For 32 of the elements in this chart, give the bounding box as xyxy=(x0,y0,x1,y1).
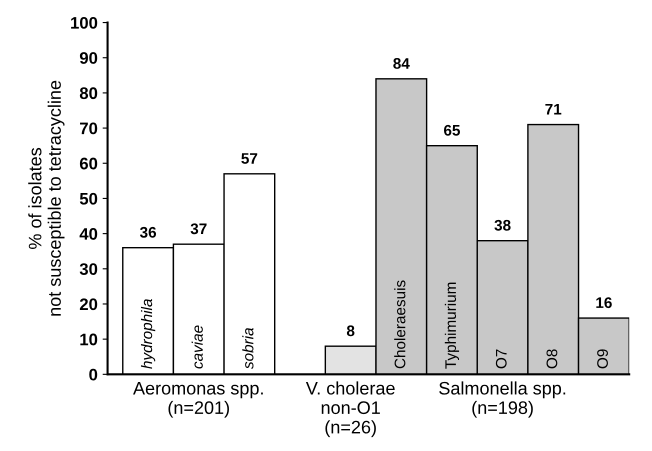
x-tick-label: O8 xyxy=(546,349,558,368)
data-label: 57 xyxy=(241,153,258,164)
y-tick-label: 80 xyxy=(80,87,98,100)
text: Aeromonas spp. (n=201) xyxy=(133,382,263,418)
y-tick-label: 30 xyxy=(80,263,98,276)
data-label: 38 xyxy=(494,220,511,231)
x-tick-label: caviae xyxy=(192,325,203,369)
text: Salmonella spp. (n=198) xyxy=(439,381,566,418)
x-tick-label: Choleraesuis xyxy=(394,280,406,368)
y-tick-label: 20 xyxy=(80,298,98,310)
y-tick-label: 90 xyxy=(80,52,98,64)
y-axis-title: % of isolates not susceptible to tetracycline xyxy=(28,80,64,316)
y-tick-label: 10 xyxy=(80,334,98,346)
x-tick-label: O7 xyxy=(496,349,507,368)
data-label: 65 xyxy=(444,124,460,136)
data-label: 16 xyxy=(596,297,612,308)
data-label: 71 xyxy=(545,104,562,114)
y-tick-label: 100 xyxy=(71,16,98,29)
y-tick-label: 50 xyxy=(80,192,98,205)
x-tick-label: hydrophila xyxy=(140,299,156,369)
data-label: 37 xyxy=(190,223,207,234)
text: V. cholerae non-O1 (n=26) xyxy=(306,381,395,438)
data-label: 8 xyxy=(346,325,354,336)
y-tick-label: 40 xyxy=(80,228,98,240)
x-tick-label: sobria xyxy=(242,328,254,370)
x-tick-label: O9 xyxy=(597,349,608,368)
data-label: 84 xyxy=(393,58,410,69)
y-tick-label: 70 xyxy=(80,122,98,134)
x-tick-label: Typhimurium xyxy=(444,282,460,369)
data-label: 36 xyxy=(140,226,156,238)
y-tick-label: 0 xyxy=(89,368,98,381)
y-tick-label: 60 xyxy=(80,158,98,170)
